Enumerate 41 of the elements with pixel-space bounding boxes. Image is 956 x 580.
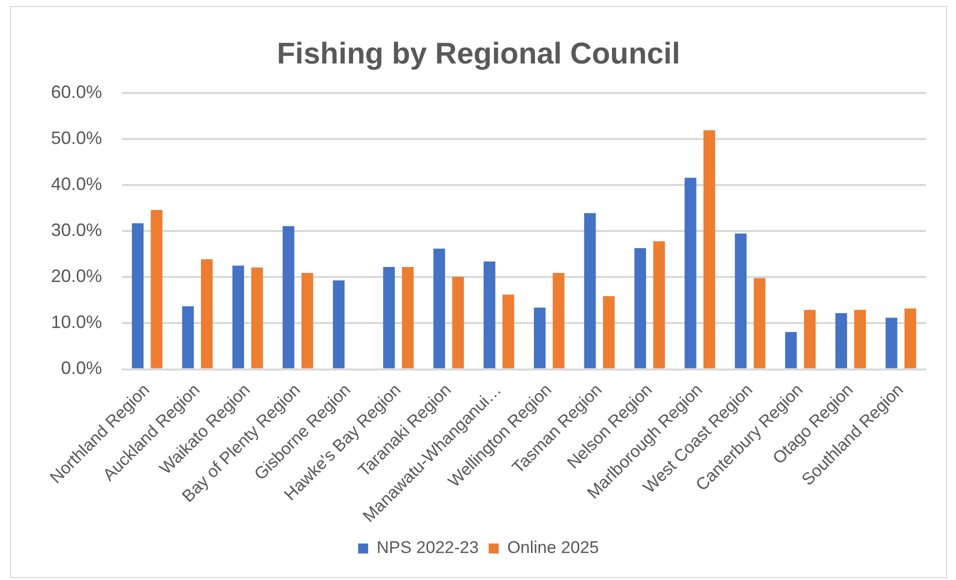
bar	[251, 268, 263, 368]
chart-title: Fishing by Regional Council	[276, 37, 680, 70]
bar	[433, 248, 446, 368]
bar	[150, 210, 162, 368]
bar	[383, 267, 395, 368]
bar	[904, 308, 916, 368]
bar	[653, 241, 665, 368]
bar	[502, 294, 514, 368]
y-tick-label: 10.0%	[50, 312, 102, 332]
bar	[452, 276, 464, 368]
bar	[886, 318, 898, 368]
y-tick-label: 20.0%	[50, 266, 102, 286]
bar	[684, 178, 696, 368]
bar	[804, 310, 816, 368]
y-tick-label: 0.0%	[61, 358, 102, 378]
bar	[552, 273, 564, 368]
bar	[703, 130, 716, 368]
bar	[182, 306, 194, 368]
bar	[634, 248, 646, 368]
bar	[534, 308, 546, 368]
bar	[854, 310, 866, 368]
bar	[484, 262, 496, 368]
y-tick-label: 40.0%	[50, 174, 102, 194]
bar	[734, 233, 747, 368]
bar	[402, 267, 414, 368]
bar	[200, 259, 213, 368]
y-tick-label: 50.0%	[50, 128, 102, 148]
bar	[332, 280, 345, 368]
legend-label: Online 2025	[507, 538, 599, 558]
bar	[584, 213, 596, 368]
y-tick-label: 60.0%	[50, 82, 102, 102]
bar	[754, 278, 766, 368]
bar	[785, 332, 797, 368]
y-tick-label: 30.0%	[50, 220, 102, 240]
bar	[835, 313, 848, 368]
bar	[282, 226, 294, 368]
legend-label: NPS 2022-23	[376, 538, 479, 558]
bar	[232, 266, 244, 368]
bar	[132, 223, 144, 368]
bar	[301, 273, 314, 368]
bar	[602, 296, 615, 368]
